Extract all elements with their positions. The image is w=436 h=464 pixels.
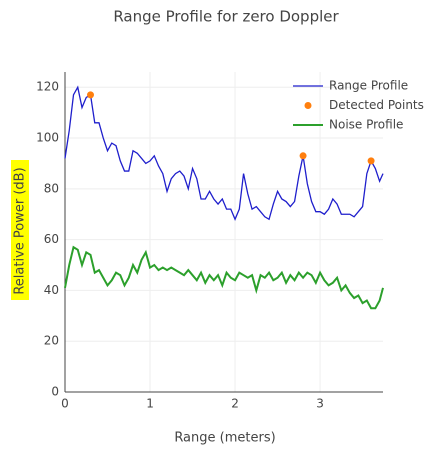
y-tick-label: 20: [44, 334, 59, 348]
legend-marker: [304, 102, 312, 109]
detected-point: [299, 152, 307, 160]
chart-title: Range Profile for zero Doppler: [113, 8, 339, 26]
y-tick-label: 100: [36, 131, 59, 145]
x-tick-label: 0: [61, 397, 69, 411]
y-tick-label: 0: [51, 385, 59, 399]
y-tick-label: 40: [44, 283, 59, 297]
detected-point: [87, 91, 95, 99]
ylabel-highlight: [11, 160, 29, 300]
y-axis-title: Relative Power (dB): [13, 167, 28, 294]
x-tick-label: 3: [316, 397, 324, 411]
x-axis-title: Range (meters): [174, 431, 275, 446]
legend-label: Noise Profile: [329, 118, 403, 132]
detected-point: [367, 157, 375, 165]
x-tick-label: 1: [146, 397, 154, 411]
legend-label: Detected Points: [329, 98, 424, 112]
y-tick-label: 120: [36, 80, 59, 94]
x-tick-label: 2: [231, 397, 239, 411]
legend-label: Range Profile: [329, 79, 408, 93]
series-line: [64, 85, 384, 221]
y-tick-label: 60: [44, 232, 59, 246]
series-line: [64, 245, 384, 310]
y-tick-label: 80: [44, 181, 59, 195]
